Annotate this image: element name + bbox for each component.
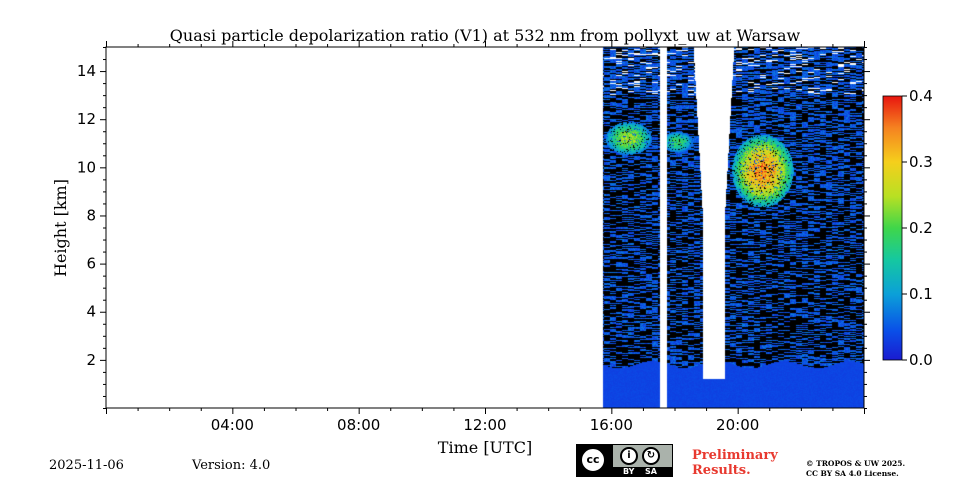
x-tick-label: 16:00 <box>590 416 633 434</box>
preliminary-notice: Preliminary Results. <box>692 448 778 478</box>
copyright-line-1: © TROPOS & UW 2025. <box>806 459 906 468</box>
colorbar-tick-label: 0.2 <box>909 219 933 237</box>
y-axis: 2 4 6 8 10 12 14 <box>77 47 870 409</box>
depolarization-heatmap <box>106 47 864 408</box>
attribution-icon: i <box>620 447 638 465</box>
copyright-line-2: CC BY SA 4.0 License. <box>806 469 899 478</box>
x-tick-label: 12:00 <box>463 416 506 434</box>
preliminary-line-2: Results. <box>692 463 751 478</box>
y-tick-label: 4 <box>86 303 96 321</box>
cc-logo-icon: cc <box>580 447 606 473</box>
x-axis: 04:00 08:00 12:00 16:00 20:00 <box>106 41 865 434</box>
y-tick-label: 12 <box>77 110 96 128</box>
colorbar-gradient <box>883 96 902 360</box>
y-tick-label: 8 <box>86 206 96 224</box>
preliminary-line-1: Preliminary <box>692 448 778 463</box>
y-tick-label: 14 <box>77 62 96 80</box>
colorbar: 0.0 0.1 0.2 0.3 0.4 <box>882 87 933 369</box>
x-tick-label: 08:00 <box>337 416 380 434</box>
colorbar-tick-label: 0.0 <box>909 351 933 369</box>
colorbar-tick-label: 0.4 <box>909 87 933 105</box>
version-label: Version: 4.0 <box>192 458 271 473</box>
chart-title: Quasi particle depolarization ratio (V1)… <box>170 26 801 45</box>
y-tick-label: 6 <box>86 255 96 273</box>
plot-area <box>105 46 865 409</box>
copyright-notice: © TROPOS & UW 2025. CC BY SA 4.0 License… <box>806 459 905 479</box>
share-alike-icon: ↻ <box>642 447 660 465</box>
y-tick-label: 2 <box>86 351 96 369</box>
colorbar-tick-label: 0.3 <box>909 153 933 171</box>
cc-license-badge: cc i ↻ BY SA <box>576 444 673 477</box>
x-tick-label: 04:00 <box>211 416 254 434</box>
x-axis-label: Time [UTC] <box>438 438 532 457</box>
colorbar-tick-label: 0.1 <box>909 285 933 303</box>
x-tick-label: 20:00 <box>716 416 759 434</box>
y-axis-label: Height [km] <box>51 179 70 277</box>
y-tick-label: 10 <box>77 158 96 176</box>
date-label: 2025-11-06 <box>49 458 124 473</box>
sa-label: SA <box>645 467 657 476</box>
by-label: BY <box>623 467 635 476</box>
